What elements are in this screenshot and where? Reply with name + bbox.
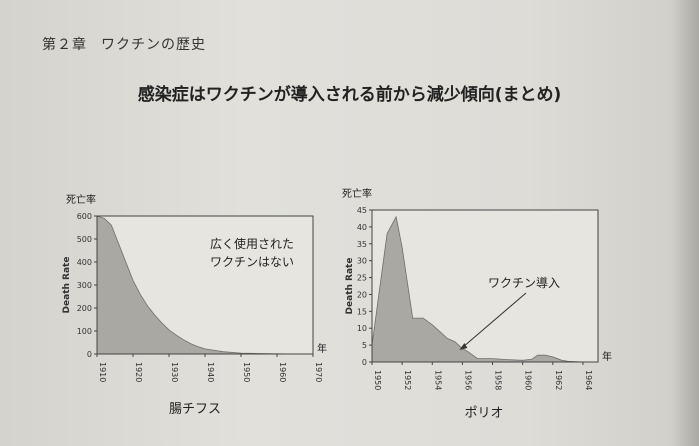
typhoid-x-tick-label: 1960	[278, 362, 287, 382]
polio-x-tick-label: 1952	[403, 370, 412, 390]
polio-y-tick-label: 30	[357, 257, 367, 266]
polio-y-tick-label: 35	[357, 240, 367, 249]
typhoid-x-tick-label: 1910	[98, 362, 107, 382]
typhoid-x-tick-label: 1970	[314, 362, 323, 382]
chapter-number: 第２章	[42, 37, 87, 53]
typhoid-x-tick-label: 1920	[134, 362, 143, 382]
typhoid-annotation-line-1: 広く使用された	[210, 236, 294, 251]
chapter-title: ワクチンの歴史	[101, 37, 206, 53]
typhoid-x-unit-label: 年	[317, 342, 327, 355]
polio-y-tick-label: 40	[357, 223, 367, 232]
typhoid-x-tick-label: 1930	[170, 362, 179, 382]
polio-x-tick-label: 1960	[524, 370, 533, 390]
polio-y-unit-label: 死亡率	[342, 187, 372, 200]
page-gutter-shadow	[671, 0, 699, 446]
typhoid-caption: 腸チフス	[169, 402, 221, 417]
polio-x-tick-label: 1954	[433, 370, 442, 390]
polio-annotation: ワクチン導入	[488, 276, 560, 290]
polio-annotation-arrow-line	[465, 292, 527, 346]
polio-y-tick-label: 0	[362, 358, 367, 367]
typhoid-x-tick-label: 1940	[206, 362, 215, 382]
typhoid-y-unit-label: 死亡率	[66, 193, 96, 206]
polio-x-tick-label: 1964	[584, 370, 593, 390]
typhoid-y-tick-label: 200	[77, 304, 92, 313]
polio-x-tick-label: 1956	[463, 370, 472, 390]
polio-death-rate-area	[371, 215, 598, 363]
polio-y-tick-label: 10	[357, 324, 367, 333]
polio-annotation-arrowhead	[459, 343, 468, 350]
typhoid-y-axis-label: Death Rate	[62, 257, 72, 314]
polio-x-tick-label: 1958	[494, 370, 503, 390]
typhoid-y-tick-label: 100	[77, 327, 92, 336]
polio-plot-frame	[371, 209, 599, 363]
polio-y-tick-label: 5	[362, 341, 367, 350]
typhoid-x-tick-label: 1950	[242, 362, 251, 382]
typhoid-y-tick-label: 300	[77, 281, 92, 290]
typhoid-annotation-line-2: ワクチンはない	[210, 255, 294, 269]
typhoid-y-tick-label: 0	[87, 350, 92, 359]
polio-x-tick-label: 1950	[373, 370, 382, 390]
polio-y-tick-label: 20	[357, 290, 367, 299]
polio-y-axis-label: Death Rate	[345, 258, 355, 315]
chapter-header: 第２章 ワクチンの歴史	[42, 34, 206, 54]
polio-x-unit-label: 年	[602, 350, 612, 363]
typhoid-y-tick-label: 400	[77, 258, 92, 267]
polio-y-tick-label: 25	[357, 274, 367, 283]
polio-x-tick-label: 1962	[554, 370, 563, 390]
typhoid-y-tick-label: 500	[77, 235, 92, 244]
polio-caption: ポリオ	[464, 406, 503, 421]
polio-y-tick-label: 45	[357, 206, 367, 215]
polio-y-tick-label: 15	[357, 307, 367, 316]
figure-title: 感染症はワクチンが導入される前から減少傾向(まとめ)	[137, 85, 562, 105]
typhoid-y-tick-label: 600	[77, 212, 92, 221]
